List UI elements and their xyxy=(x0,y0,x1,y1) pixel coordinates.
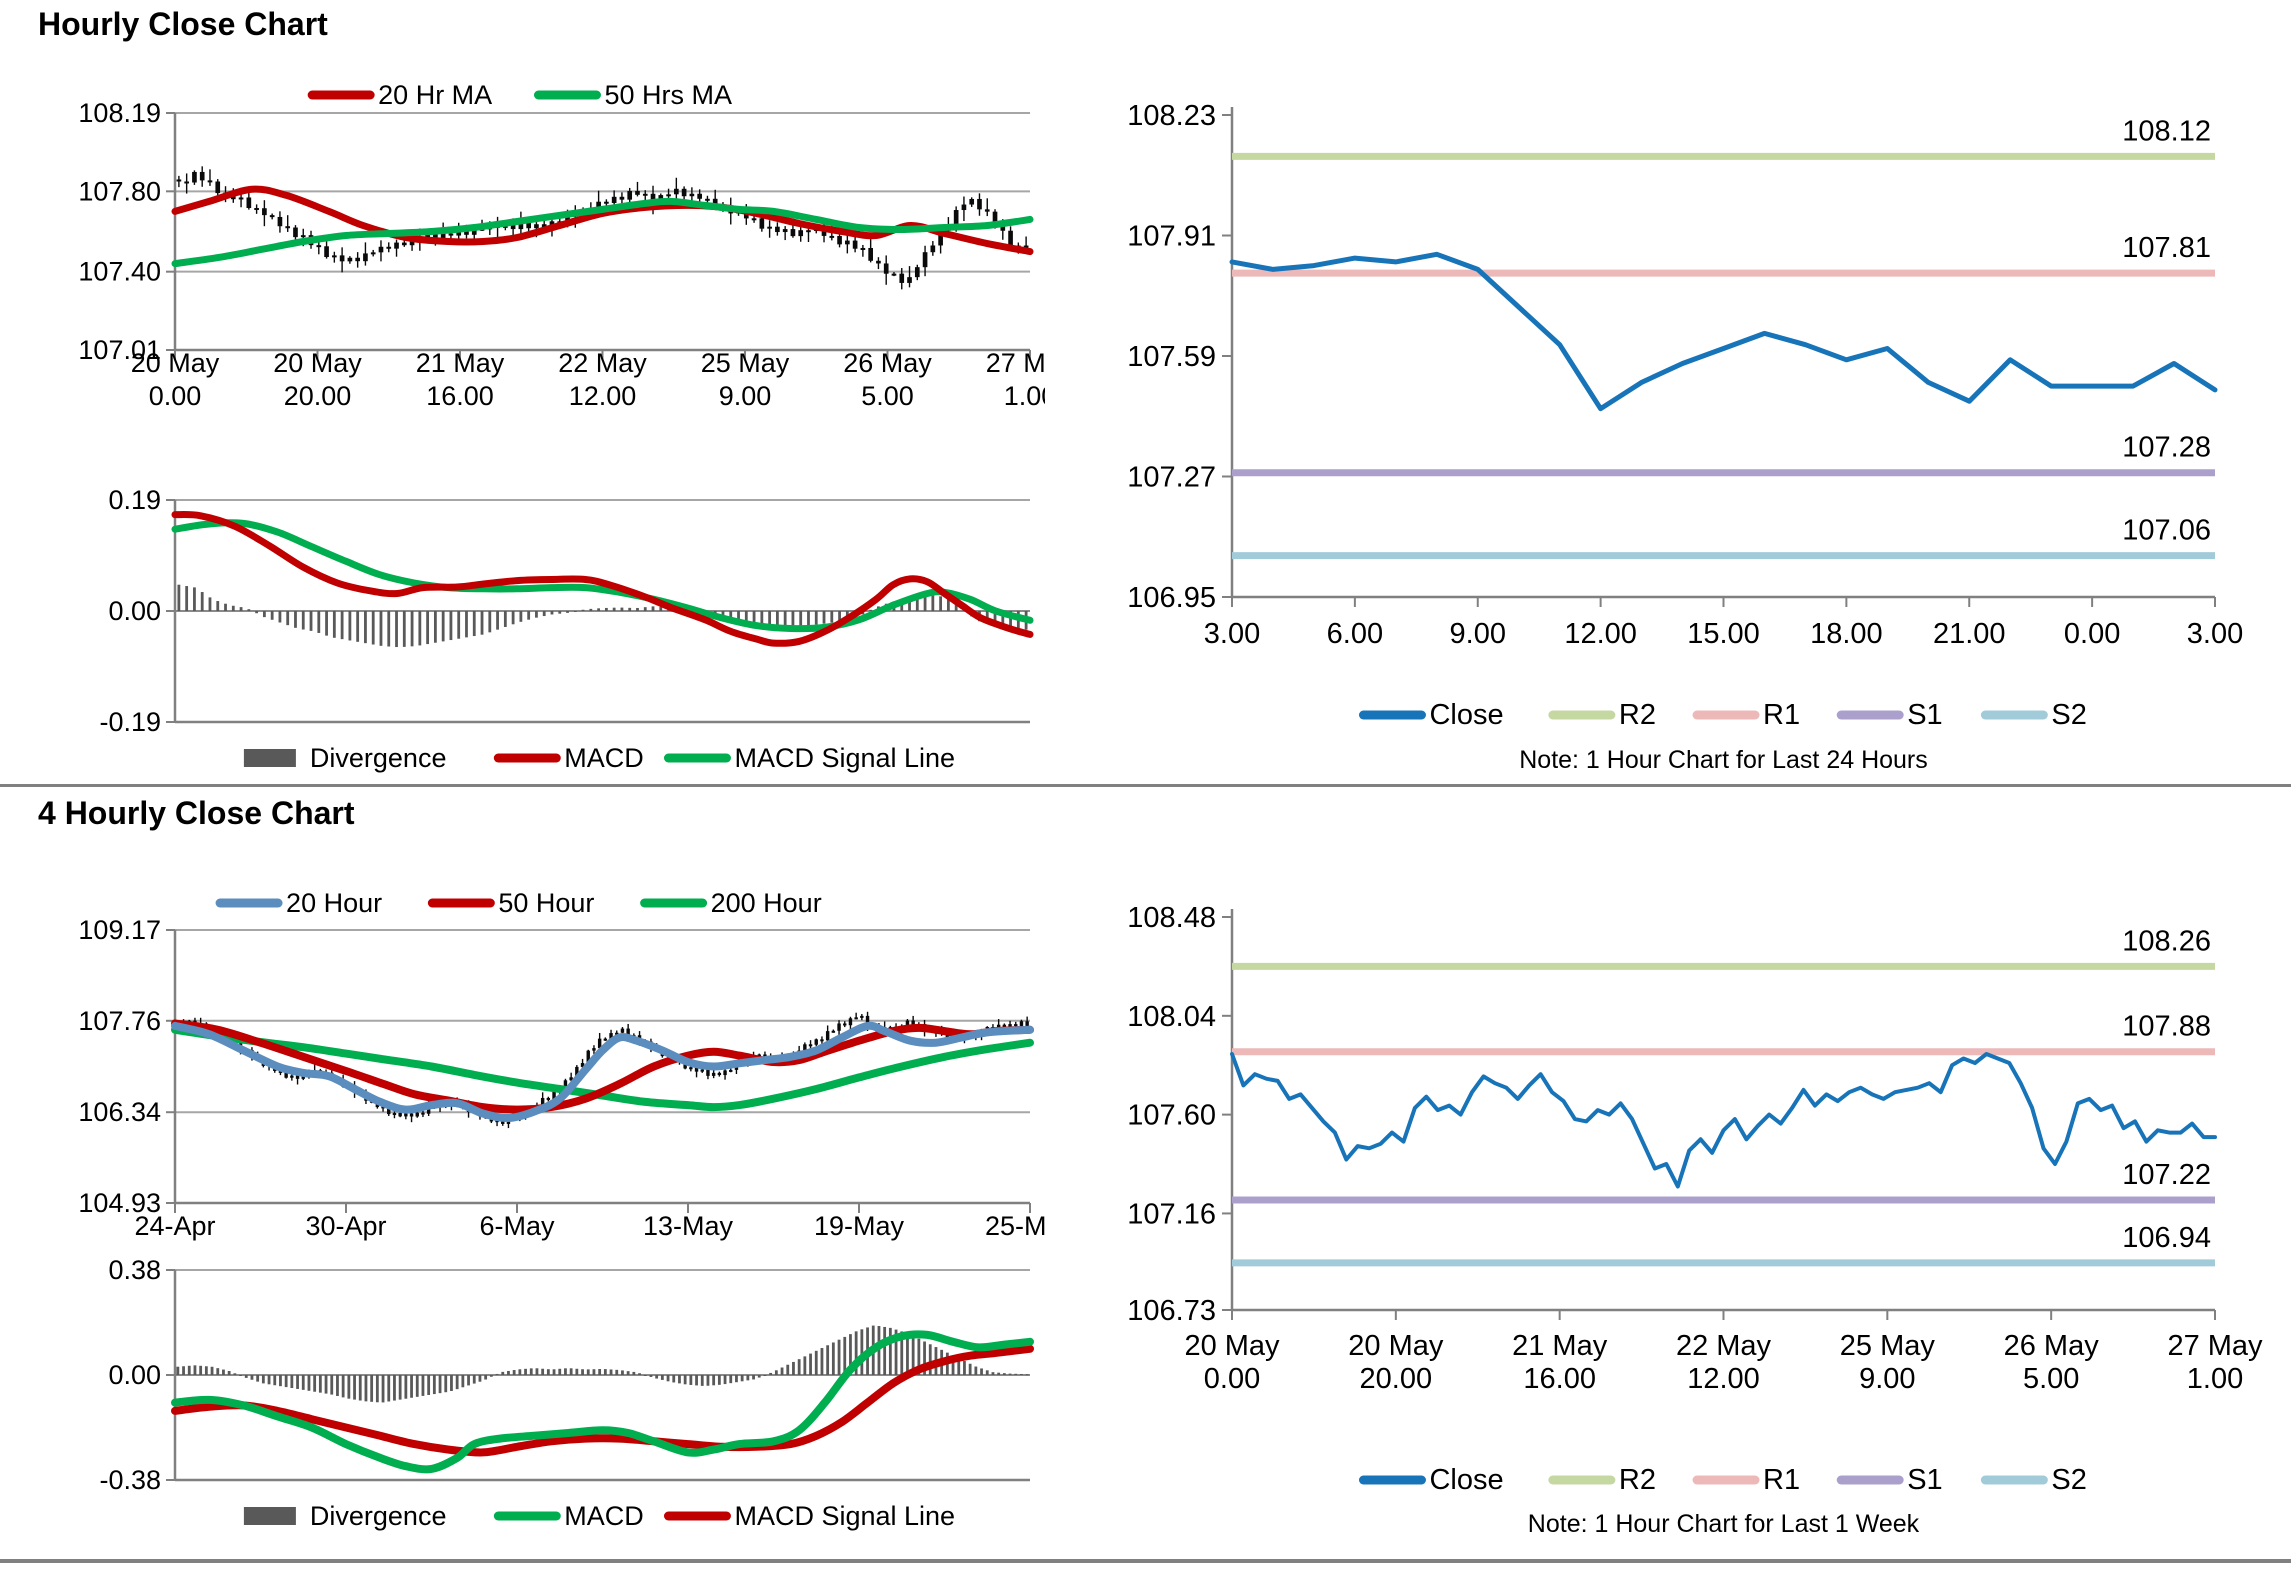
svg-text:MACD: MACD xyxy=(564,1501,644,1531)
svg-text:106.94: 106.94 xyxy=(2122,1222,2211,1254)
last-24-hours-close-chart: 108.23 107.91 107.59 107.27 106.95 3.00 6.00 9.… xyxy=(1100,60,2291,848)
svg-text:107.88: 107.88 xyxy=(2122,1011,2211,1043)
svg-text:106.95: 106.95 xyxy=(1127,582,1216,614)
svg-text:108.12: 108.12 xyxy=(2122,115,2211,147)
svg-text:0.00: 0.00 xyxy=(108,596,161,626)
svg-text:S1: S1 xyxy=(1907,1464,1942,1496)
svg-text:Close: Close xyxy=(1429,699,1503,731)
svg-text:Close: Close xyxy=(1429,1464,1503,1496)
svg-text:Divergence: Divergence xyxy=(310,743,447,773)
svg-text:-0.38: -0.38 xyxy=(99,1465,161,1495)
svg-text:3.00: 3.00 xyxy=(2187,618,2243,650)
svg-text:107.60: 107.60 xyxy=(1127,1100,1216,1132)
svg-text:109.17: 109.17 xyxy=(78,915,161,945)
svg-text:3.00: 3.00 xyxy=(1204,618,1260,650)
svg-text:R2: R2 xyxy=(1619,1464,1656,1496)
svg-text:30-Apr: 30-Apr xyxy=(305,1211,386,1241)
svg-text:50 Hrs MA: 50 Hrs MA xyxy=(604,80,732,110)
svg-text:0.00: 0.00 xyxy=(2064,618,2120,650)
section-title-hourly: Hourly Close Chart xyxy=(38,6,328,42)
4hourly-macd-chart: 0.38 0.00 -0.38 Divergence MACD MACD Signal L… xyxy=(30,1252,1045,1574)
svg-text:107.01: 107.01 xyxy=(78,335,161,365)
hourly-candlestick-chart: 108.19 107.80 107.40 107.01 20 May 0.00 20 May… xyxy=(30,50,1074,462)
hourly-macd-chart: 0.19 0.00 -0.19 Divergence MACD MACD Signal L… xyxy=(30,470,1045,786)
svg-text:MACD Signal Line: MACD Signal Line xyxy=(734,743,955,773)
svg-text:107.27: 107.27 xyxy=(1127,462,1216,494)
svg-text:21.00: 21.00 xyxy=(1933,618,2006,650)
svg-text:13-May: 13-May xyxy=(643,1211,734,1241)
svg-text:6.00: 6.00 xyxy=(1327,618,1383,650)
last-1-week-close-chart: 108.48 108.04 107.60 107.16 106.73 20 May 0.00… xyxy=(1100,860,2291,1575)
svg-text:104.93: 104.93 xyxy=(78,1188,161,1218)
svg-text:Note: 1 Hour Chart for Last 1: Note: 1 Hour Chart for Last 1 Week xyxy=(1528,1510,1920,1538)
svg-text:0.38: 0.38 xyxy=(108,1255,161,1285)
svg-text:106.73: 106.73 xyxy=(1127,1295,1216,1327)
svg-text:R1: R1 xyxy=(1763,1464,1800,1496)
svg-text:R1: R1 xyxy=(1763,699,1800,731)
svg-text:107.22: 107.22 xyxy=(2122,1159,2211,1191)
svg-text:S1: S1 xyxy=(1907,699,1942,731)
svg-text:Note: 1 Hour Chart for Last 24: Note: 1 Hour Chart for Last 24 Hours xyxy=(1519,746,1928,774)
svg-text:S2: S2 xyxy=(2051,699,2086,731)
svg-text:107.59: 107.59 xyxy=(1127,341,1216,373)
svg-text:0.19: 0.19 xyxy=(108,485,161,515)
section-title-4hourly: 4 Hourly Close Chart xyxy=(38,795,355,831)
svg-text:19-May: 19-May xyxy=(814,1211,905,1241)
svg-text:107.91: 107.91 xyxy=(1127,221,1216,253)
svg-text:0.00: 0.00 xyxy=(108,1360,161,1390)
svg-text:25-May: 25-May xyxy=(985,1211,1045,1241)
svg-text:20 Hr MA: 20 Hr MA xyxy=(378,80,492,110)
svg-text:18.00: 18.00 xyxy=(1810,618,1883,650)
svg-text:108.48: 108.48 xyxy=(1127,902,1216,934)
section-divider xyxy=(0,784,2291,787)
svg-text:107.40: 107.40 xyxy=(78,257,161,287)
svg-text:15.00: 15.00 xyxy=(1687,618,1760,650)
svg-text:108.26: 108.26 xyxy=(2122,925,2211,957)
svg-text:50 Hour: 50 Hour xyxy=(498,888,594,918)
svg-text:24-Apr: 24-Apr xyxy=(134,1211,215,1241)
svg-text:107.06: 107.06 xyxy=(2122,515,2211,547)
svg-text:107.76: 107.76 xyxy=(78,1006,161,1036)
svg-text:107.16: 107.16 xyxy=(1127,1198,1216,1230)
svg-text:108.19: 108.19 xyxy=(78,98,161,128)
svg-text:108.23: 108.23 xyxy=(1127,100,1216,132)
svg-text:MACD Signal Line: MACD Signal Line xyxy=(734,1501,955,1531)
svg-text:6-May: 6-May xyxy=(479,1211,555,1241)
svg-text:-0.19: -0.19 xyxy=(99,707,161,737)
svg-text:107.80: 107.80 xyxy=(78,176,161,206)
svg-text:108.04: 108.04 xyxy=(1127,1001,1216,1033)
svg-text:Divergence: Divergence xyxy=(310,1501,447,1531)
svg-text:106.34: 106.34 xyxy=(78,1097,161,1127)
svg-text:12.00: 12.00 xyxy=(1564,618,1637,650)
svg-text:9.00: 9.00 xyxy=(1450,618,1506,650)
svg-text:107.81: 107.81 xyxy=(2122,232,2211,264)
svg-text:107.28: 107.28 xyxy=(2122,432,2211,464)
svg-text:MACD: MACD xyxy=(564,743,644,773)
bottom-divider xyxy=(0,1559,2291,1563)
svg-text:200 Hour: 200 Hour xyxy=(711,888,822,918)
svg-text:20 Hour: 20 Hour xyxy=(286,888,382,918)
4hourly-candlestick-chart: 109.17 107.76 106.34 104.93 24-Apr 30-Apr 6-Ma… xyxy=(30,845,1075,1248)
svg-text:S2: S2 xyxy=(2051,1464,2086,1496)
svg-text:R2: R2 xyxy=(1619,699,1656,731)
